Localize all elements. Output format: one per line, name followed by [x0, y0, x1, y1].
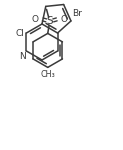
Text: CH₃: CH₃ — [40, 70, 55, 79]
Text: Cl: Cl — [15, 28, 24, 38]
Text: Br: Br — [72, 9, 82, 18]
Text: O: O — [61, 15, 68, 24]
Text: S: S — [46, 16, 53, 26]
Text: N: N — [19, 52, 25, 61]
Text: O: O — [32, 15, 39, 24]
